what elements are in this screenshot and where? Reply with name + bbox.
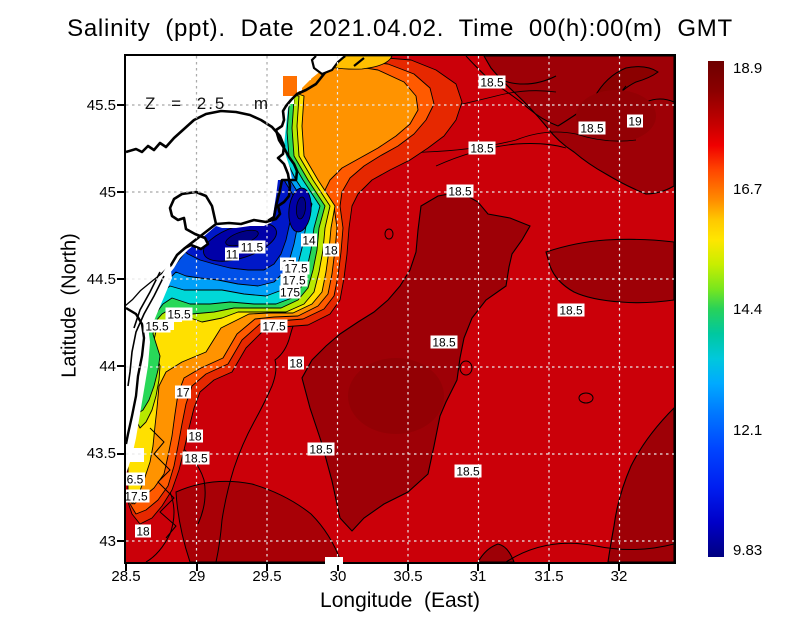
svg-text:175: 175 bbox=[280, 286, 300, 300]
svg-text:15.5: 15.5 bbox=[145, 320, 169, 334]
svg-text:18.5: 18.5 bbox=[456, 465, 480, 479]
svg-text:Z = 2.5 m: Z = 2.5 m bbox=[145, 94, 270, 113]
svg-text:6.5: 6.5 bbox=[127, 473, 144, 487]
svg-text:18: 18 bbox=[136, 525, 150, 539]
svg-text:18.5: 18.5 bbox=[480, 76, 504, 90]
svg-text:11: 11 bbox=[226, 248, 239, 262]
svg-text:18.5: 18.5 bbox=[448, 185, 472, 199]
svg-text:15.5: 15.5 bbox=[167, 308, 191, 322]
svg-text:11.5: 11.5 bbox=[241, 241, 264, 255]
svg-text:18.5: 18.5 bbox=[432, 336, 456, 350]
svg-text:18.5: 18.5 bbox=[580, 122, 604, 136]
svg-text:18: 18 bbox=[188, 430, 202, 444]
svg-text:18.5: 18.5 bbox=[184, 452, 208, 466]
svg-text:18.5: 18.5 bbox=[559, 304, 583, 318]
svg-text:18: 18 bbox=[324, 244, 338, 258]
svg-text:14: 14 bbox=[302, 234, 316, 248]
svg-text:17.5: 17.5 bbox=[282, 274, 306, 288]
svg-text:18.5: 18.5 bbox=[309, 443, 333, 457]
svg-text:18.5: 18.5 bbox=[470, 142, 494, 156]
svg-text:18: 18 bbox=[289, 357, 303, 371]
svg-text:17.5: 17.5 bbox=[262, 320, 286, 334]
svg-text:17.5: 17.5 bbox=[126, 490, 148, 504]
svg-text:19: 19 bbox=[628, 115, 642, 129]
svg-text:17: 17 bbox=[176, 386, 190, 400]
svg-text:17.5: 17.5 bbox=[284, 262, 308, 276]
